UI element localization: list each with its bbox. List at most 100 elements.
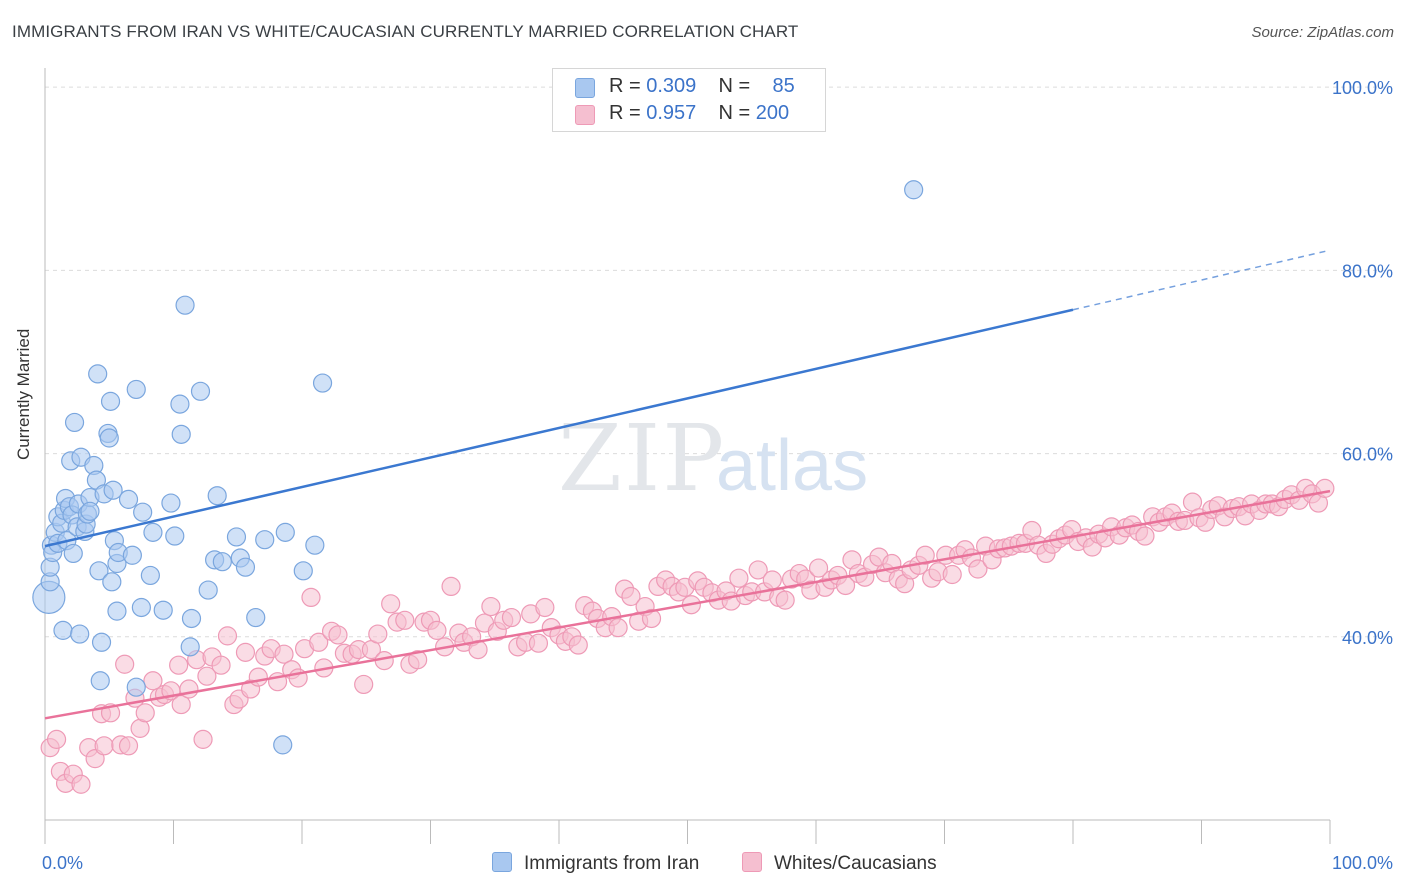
whites-point: [135, 703, 155, 723]
legend-r-label: R =: [609, 75, 641, 97]
x-tick-label: 100.0%: [1332, 853, 1393, 873]
iran-point: [140, 565, 160, 586]
whites-point: [968, 559, 988, 579]
trend-lines: [44, 249, 1331, 720]
iran-point: [64, 412, 85, 433]
iran-point: [904, 180, 924, 200]
iran-point: [190, 381, 211, 401]
bottom-legend-iran-label: Immigrants from Iran: [524, 853, 700, 874]
legend-n-label: N =: [718, 75, 751, 97]
watermark-atlas: atlas: [716, 426, 868, 506]
whites-swatch: [742, 852, 762, 872]
iran-point: [312, 373, 333, 393]
y-axis-label: Currently Married: [14, 328, 33, 460]
whites-point: [301, 587, 321, 608]
stats-legend: R = 0.309 N = 85 R = 0.957 N = 200: [552, 68, 826, 132]
whites-point: [408, 650, 428, 670]
iran-swatch: [575, 78, 595, 98]
series-iran-points: [32, 180, 924, 755]
source-label: Source: ZipAtlas.com: [1251, 24, 1394, 41]
iran-point: [100, 391, 121, 411]
iran-point: [107, 601, 127, 621]
whites-point: [528, 633, 549, 653]
whites-point: [395, 610, 415, 630]
iran-point: [161, 493, 181, 513]
iran-point: [143, 522, 163, 542]
whites-point: [235, 642, 256, 662]
iran-point: [88, 364, 108, 384]
whites-point: [915, 545, 935, 565]
iran-point: [171, 424, 191, 444]
whites-point: [328, 625, 348, 645]
whites-point: [71, 774, 91, 794]
legend-n-value: 85: [772, 75, 795, 97]
iran-point: [226, 527, 247, 547]
legend-r-value: 0.309: [646, 75, 697, 97]
iran-trend-line: [44, 308, 1074, 548]
iran-trend-extension: [1072, 249, 1331, 311]
iran-point: [122, 545, 142, 565]
whites-point: [143, 671, 163, 691]
whites-point: [368, 624, 388, 644]
whites-point: [193, 729, 213, 749]
whites-point: [535, 597, 555, 618]
iran-point: [180, 637, 200, 657]
iran-point: [103, 480, 123, 500]
iran-point: [235, 557, 256, 577]
bottom-legend-whites-label: Whites/Caucasians: [774, 853, 937, 874]
iran-point: [80, 501, 100, 521]
whites-point: [309, 632, 329, 652]
whites-point: [1315, 478, 1335, 498]
iran-point: [91, 632, 112, 652]
whites-point: [641, 608, 662, 629]
whites-point: [248, 667, 268, 687]
x-tick-label: 0.0%: [42, 853, 83, 873]
whites-point: [354, 674, 374, 695]
chart-title: IMMIGRANTS FROM IRAN VS WHITE/CAUCASIAN …: [12, 22, 799, 41]
whites-point: [427, 620, 447, 640]
whites-trend-line: [44, 489, 1331, 720]
gridlines: [45, 86, 1392, 638]
whites-point: [197, 666, 217, 686]
whites-point: [217, 626, 238, 646]
iran-point: [273, 735, 293, 755]
iran-point: [126, 677, 146, 697]
iran-point: [255, 530, 275, 550]
legend-r-label: R =: [609, 102, 641, 124]
watermark: ZIP atlas: [558, 405, 868, 512]
iran-point: [99, 428, 119, 448]
tick-labels: 40.0% 60.0% 80.0% 100.0% 0.0% 100.0%: [42, 78, 1393, 873]
whites-point: [942, 564, 962, 585]
iran-point: [89, 561, 109, 581]
whites-point: [481, 596, 501, 617]
iran-point: [275, 522, 295, 542]
whites-point: [169, 655, 189, 675]
iran-point: [165, 526, 185, 546]
watermark-zip: ZIP: [558, 405, 726, 512]
iran-point: [63, 543, 83, 564]
whites-point: [274, 644, 294, 664]
iran-point: [53, 620, 73, 640]
whites-point: [501, 607, 522, 628]
iran-point: [126, 379, 146, 400]
iran-point: [133, 502, 153, 522]
whites-point: [775, 590, 795, 610]
iran-point: [70, 624, 90, 644]
iran-swatch: [492, 852, 512, 872]
bottom-legend-iran: Immigrants from Iran: [492, 852, 699, 875]
iran-point: [153, 600, 173, 620]
iran-point: [131, 597, 151, 618]
whites-point: [211, 655, 231, 675]
iran-point: [175, 295, 195, 315]
legend-r-value: 0.957: [646, 102, 697, 124]
iran-point: [198, 580, 218, 600]
whites-point: [808, 558, 829, 578]
whites-point: [568, 635, 588, 655]
whites-swatch: [575, 105, 595, 125]
y-tick-label: 100.0%: [1332, 78, 1393, 98]
whites-point: [1135, 526, 1155, 546]
iran-point: [118, 489, 139, 509]
iran-point: [102, 572, 122, 592]
iran-point: [212, 552, 232, 572]
